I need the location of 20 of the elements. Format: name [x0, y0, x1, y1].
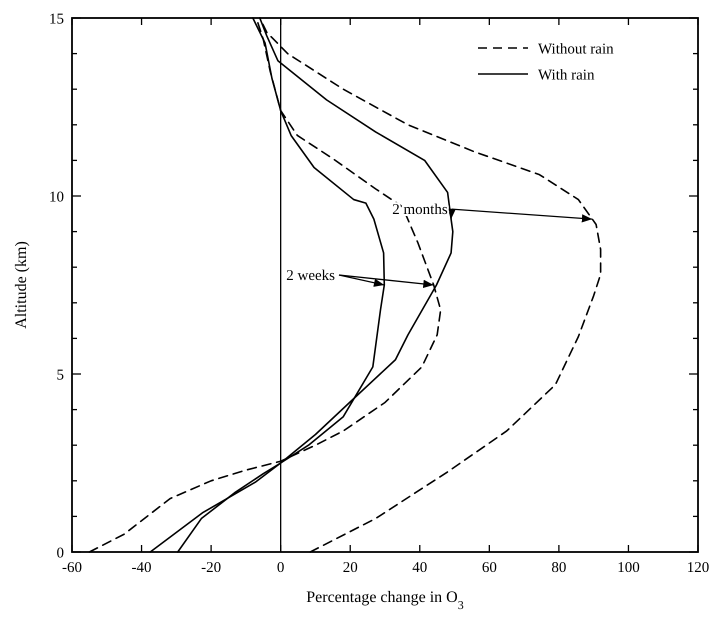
y-tick-label: 0	[56, 545, 64, 562]
x-tick-label: 40	[412, 560, 428, 576]
x-tick-label: -60	[62, 560, 82, 576]
y-axis-title: Altitude (km)	[13, 241, 30, 329]
x-tick-label: 20	[342, 560, 358, 576]
x-tick-label: 60	[482, 560, 497, 576]
legend-label: Without rain	[538, 41, 614, 58]
legend-label: With rain	[538, 67, 595, 84]
annotation: 2 weeks	[286, 268, 336, 284]
x-tick-label: 80	[551, 560, 566, 576]
y-tick-label: 15	[49, 11, 64, 28]
x-tick-label: 0	[276, 560, 284, 576]
x-tick-label: 120	[686, 560, 710, 576]
y-tick-label: 5	[56, 367, 64, 384]
y-tick-label: 10	[49, 189, 64, 206]
x-tick-label: -40	[132, 560, 152, 576]
annotation: 2 months	[392, 202, 448, 218]
x-tick-label: 100	[617, 560, 640, 576]
x-tick-label: -20	[201, 560, 222, 576]
x-axis-title: Percentage change in O$_{3}$	[306, 589, 464, 612]
